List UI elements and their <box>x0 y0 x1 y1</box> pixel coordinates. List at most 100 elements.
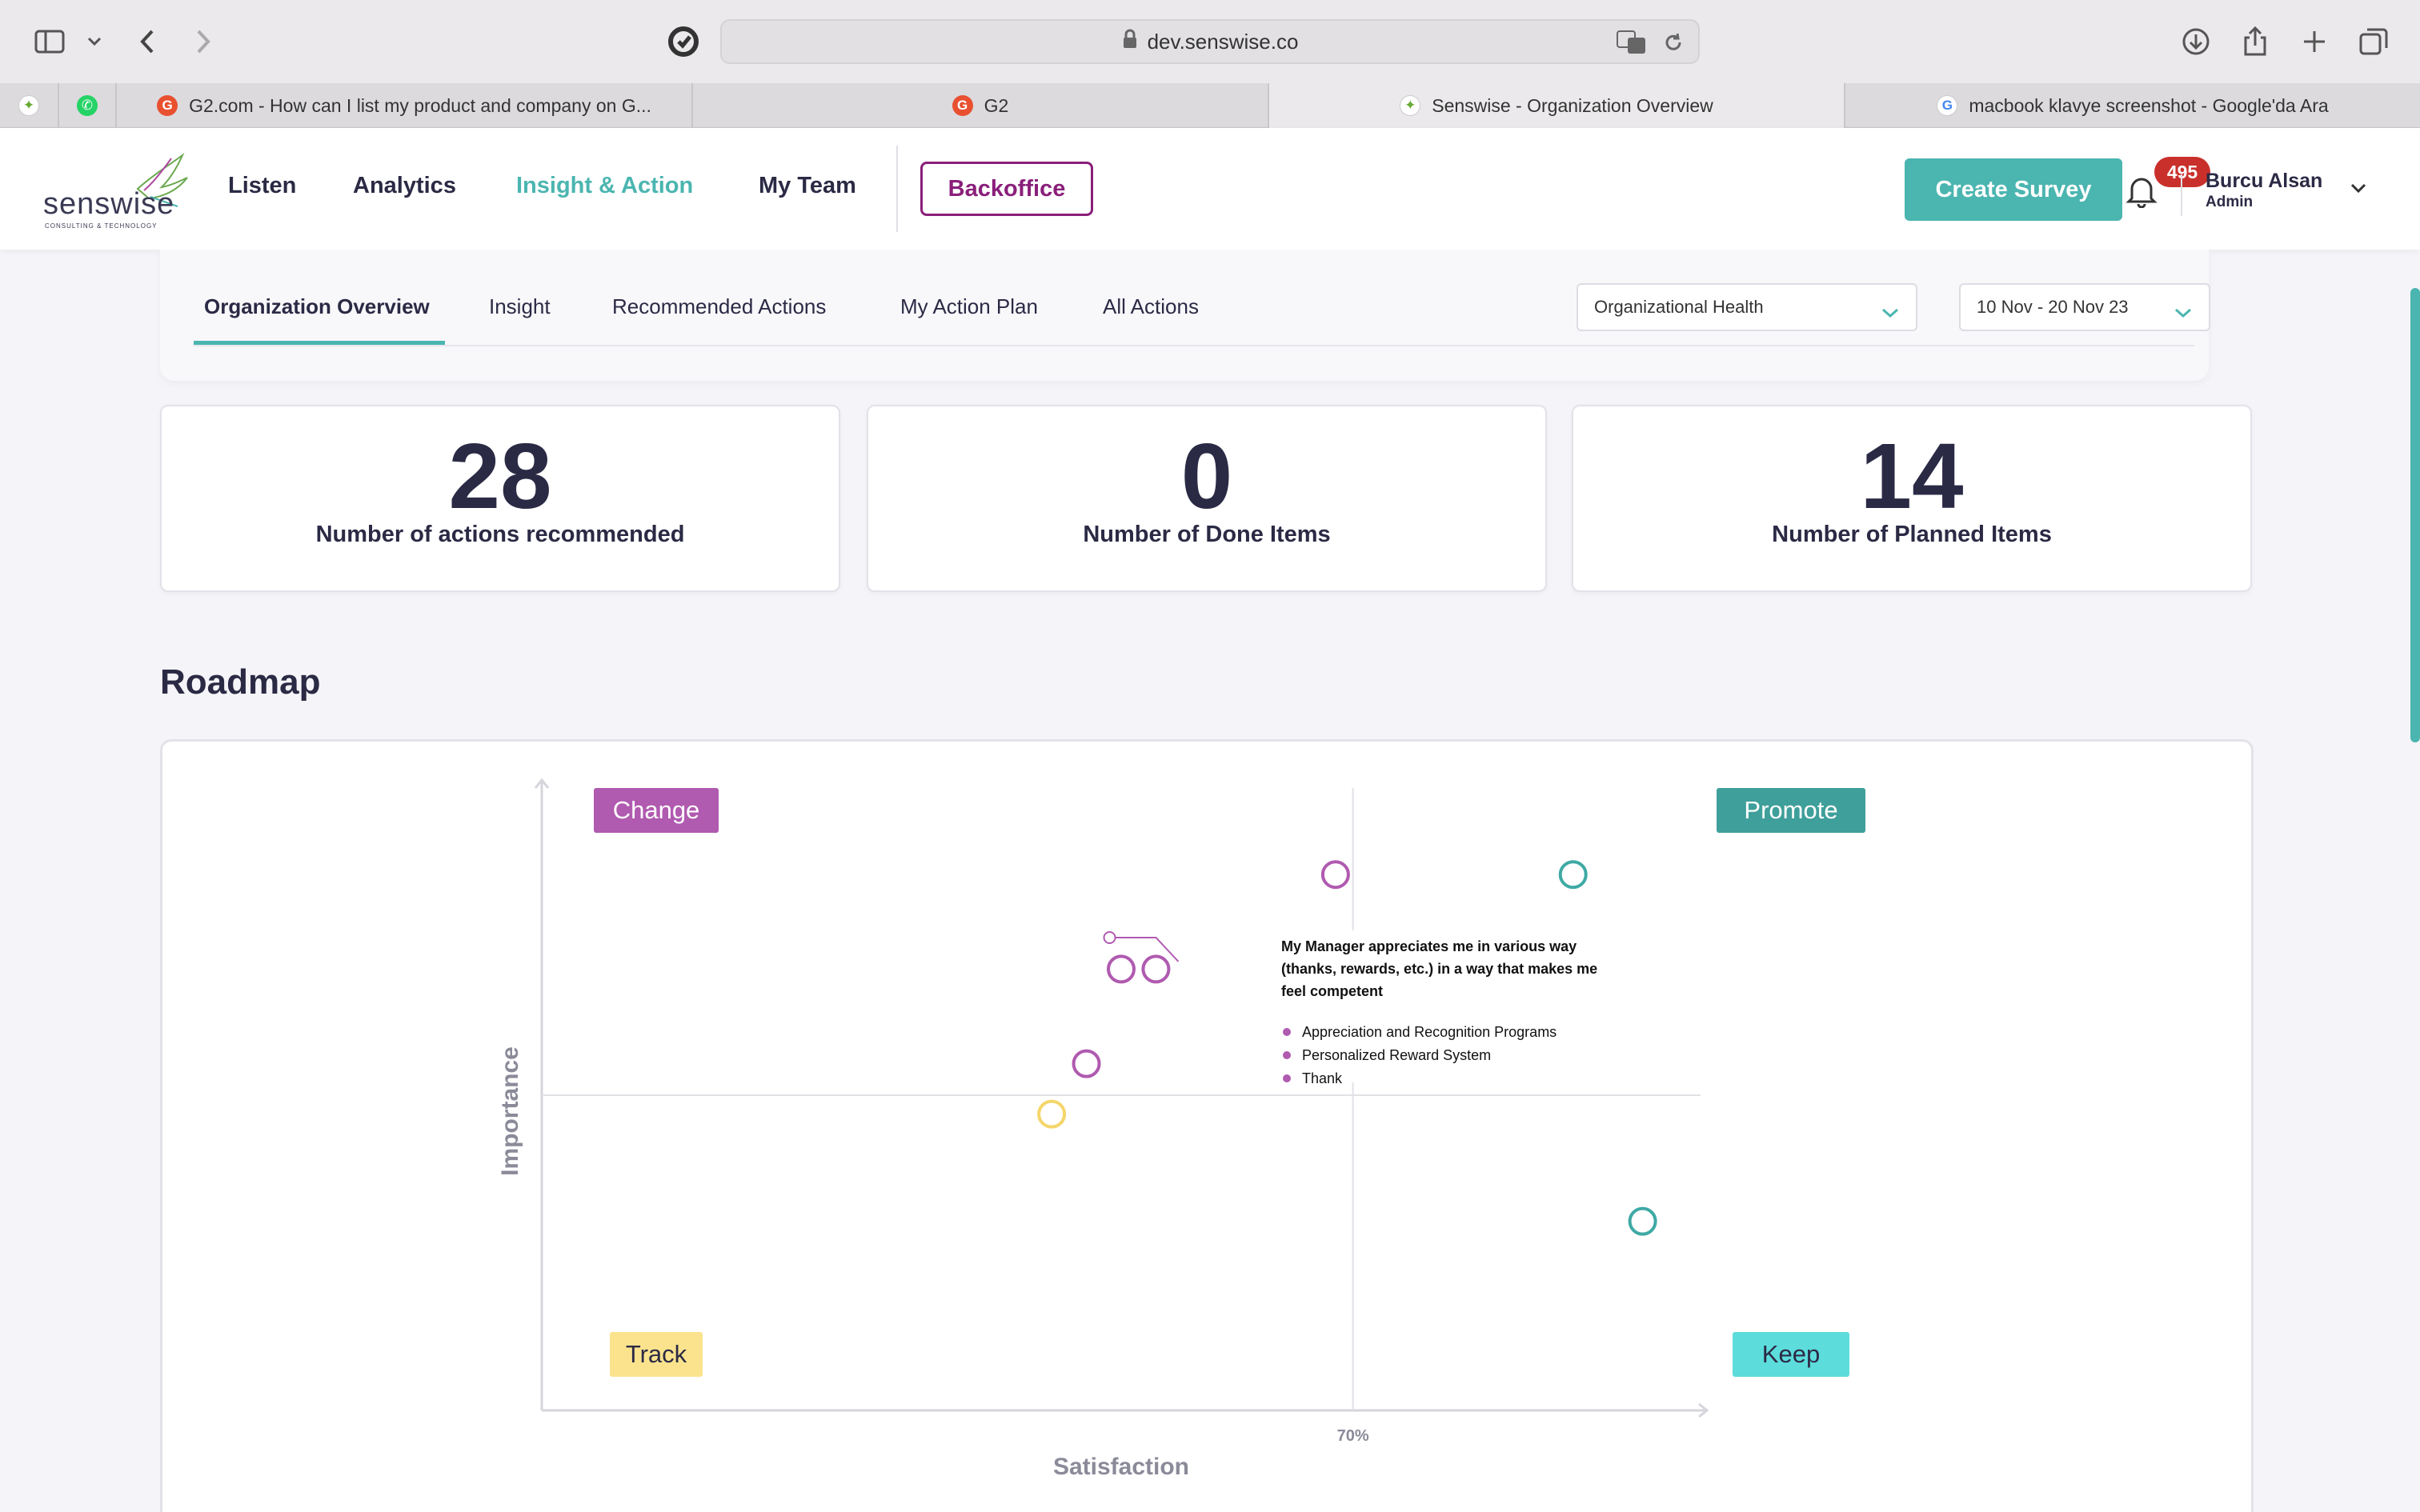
y-axis-label: Importance <box>497 1046 523 1176</box>
tooltip-bullet <box>1283 1028 1291 1036</box>
roadmap-chart-card: 70% Satisfaction Importance Change Promote T… <box>160 739 2254 1512</box>
senswise-logo[interactable]: senswise CONSULTING & TECHNOLOGY <box>42 150 194 230</box>
x-axis-arrow-icon <box>1698 1402 1709 1418</box>
user-menu-chevron-down-icon[interactable] <box>2350 182 2367 198</box>
url-text: dev.senswise.co <box>1147 29 1299 54</box>
notification-count-badge: 495 <box>2154 157 2210 187</box>
bell-icon[interactable] <box>2126 173 2158 212</box>
tab-overview-icon[interactable] <box>2356 24 2391 59</box>
quadrant-labels: Change Promote Track Keep <box>594 788 1865 1377</box>
chevron-down-icon[interactable] <box>77 24 112 59</box>
tab-insight[interactable]: Insight <box>489 294 551 318</box>
backoffice-button[interactable]: Backoffice <box>920 162 1093 216</box>
category-select-value: Organizational Health <box>1594 297 1764 317</box>
browser-tab-strip: ✦ ✆ G G2.com - How can I list my product… <box>0 83 2420 128</box>
tab-all-actions[interactable]: All Actions <box>1103 294 1199 318</box>
header-divider <box>2181 174 2182 216</box>
data-point <box>1141 954 1171 984</box>
tab-senswise[interactable]: ✦ Senswise - Organization Overview <box>1268 83 1844 128</box>
whatsapp-icon: ✆ <box>77 95 98 116</box>
tab-recommended-actions[interactable]: Recommended Actions <box>612 294 827 318</box>
tab-label: macbook klavye screenshot - Google'da Ar… <box>1969 94 2329 116</box>
stat-value: 14 <box>1860 424 1964 528</box>
tab-label: Senswise - Organization Overview <box>1432 94 1713 116</box>
google-icon: G <box>1937 95 1958 116</box>
tooltip-item: Personalized Reward System <box>1302 1047 1491 1063</box>
nav-analytics[interactable]: Analytics <box>353 173 456 198</box>
tab-organization-overview[interactable]: Organization Overview <box>204 294 430 318</box>
tab-google-search[interactable]: G macbook klavye screenshot - Google'da … <box>1844 83 2420 128</box>
quadrant-label-text: Track <box>626 1340 687 1368</box>
sidebar-toggle-icon[interactable] <box>32 24 67 59</box>
stat-value: 0 <box>1180 424 1233 528</box>
page-scrollbar[interactable] <box>2410 288 2420 742</box>
senswise-favicon-icon: ✦ <box>1400 95 1421 116</box>
stat-card-done-items: 0 Number of Done Items <box>867 405 1547 592</box>
tooltip-title-line: My Manager appreciates me in various way <box>1281 938 1577 954</box>
roadmap-chart: 70% Satisfaction Importance Change Promote T… <box>497 778 1865 1480</box>
stat-card-planned-items: 14 Number of Planned Items <box>1572 405 2252 592</box>
data-point <box>1107 954 1136 984</box>
insight-subnav: Organization Overview Insight Recommende… <box>160 250 2210 381</box>
reload-icon[interactable] <box>1663 32 1684 58</box>
senswise-favicon-icon: ✦ <box>18 95 39 116</box>
share-icon[interactable] <box>2238 24 2273 59</box>
date-range-value: 10 Nov - 20 Nov 23 <box>1977 297 2129 317</box>
extension-icon[interactable] <box>666 24 701 59</box>
nav-listen[interactable]: Listen <box>228 173 297 198</box>
category-select[interactable]: Organizational Health <box>1577 283 1917 331</box>
browser-toolbar: dev.senswise.co <box>0 0 2420 83</box>
chevron-down-icon <box>1881 302 1900 323</box>
tab-my-action-plan[interactable]: My Action Plan <box>900 294 1038 318</box>
subnav-divider <box>194 345 2194 346</box>
user-name[interactable]: Burcu Alsan <box>2206 170 2323 192</box>
tooltip-title-line: feel competent <box>1281 983 1383 999</box>
chevron-down-icon <box>2174 302 2193 323</box>
y-axis-arrow-icon <box>534 778 550 789</box>
app-header: senswise CONSULTING & TECHNOLOGY Listen … <box>0 128 2420 250</box>
tooltip-title: My Manager appreciates me in various way… <box>1281 938 1601 999</box>
tab-pinned-whatsapp[interactable]: ✆ <box>58 83 115 128</box>
tooltip-bullet <box>1283 1074 1291 1082</box>
address-bar[interactable]: dev.senswise.co <box>720 19 1700 64</box>
nav-divider <box>896 146 898 232</box>
data-point <box>1558 860 1588 890</box>
point-tooltip: My Manager appreciates me in various way… <box>1273 930 1681 1086</box>
quadrant-label-keep <box>1733 1332 1849 1377</box>
tab-pinned-senswise[interactable]: ✦ <box>0 83 58 128</box>
tooltip-background <box>1273 930 1681 1082</box>
stat-label: Number of actions recommended <box>315 522 685 547</box>
hovered-data-point <box>1103 931 1116 944</box>
tab-g2[interactable]: G G2 <box>691 83 1268 128</box>
new-tab-icon[interactable] <box>2297 24 2332 59</box>
quadrant-label-text: Promote <box>1744 796 1837 824</box>
quadrant-label-text: Keep <box>1762 1340 1820 1368</box>
quadrant-label-change <box>594 788 719 833</box>
nav-my-team[interactable]: My Team <box>759 173 856 198</box>
download-icon[interactable] <box>2178 24 2214 59</box>
tooltip-bullet <box>1283 1051 1291 1059</box>
data-point <box>1628 1206 1657 1236</box>
g2-icon: G <box>952 95 973 116</box>
stat-card-actions-recommended: 28 Number of actions recommended <box>160 405 840 592</box>
create-survey-button[interactable]: Create Survey <box>1905 158 2122 221</box>
forward-icon[interactable] <box>186 24 221 59</box>
nav-insight-action[interactable]: Insight & Action <box>516 173 694 198</box>
date-range-select[interactable]: 10 Nov - 20 Nov 23 <box>1959 283 2210 331</box>
logo-subtext: CONSULTING & TECHNOLOGY <box>45 222 158 230</box>
data-point <box>1320 860 1350 890</box>
stat-value: 28 <box>448 424 552 528</box>
logo-text: senswise <box>43 187 175 221</box>
tooltip-connector <box>1115 937 1180 962</box>
quadrant-label-text: Change <box>613 796 700 824</box>
tooltip-item: Appreciation and Recognition Programs <box>1302 1024 1557 1040</box>
g2-icon: G <box>157 95 178 116</box>
data-point <box>1037 1099 1067 1129</box>
translate-icon[interactable] <box>1617 30 1647 60</box>
stat-label: Number of Done Items <box>1083 522 1331 547</box>
tab-label: G2 <box>984 94 1009 116</box>
x-axis-label: Satisfaction <box>1053 1454 1189 1480</box>
tab-g2-listing[interactable]: G G2.com - How can I list my product and… <box>115 83 691 128</box>
roadmap-title: Roadmap <box>160 662 321 702</box>
back-icon[interactable] <box>130 24 165 59</box>
